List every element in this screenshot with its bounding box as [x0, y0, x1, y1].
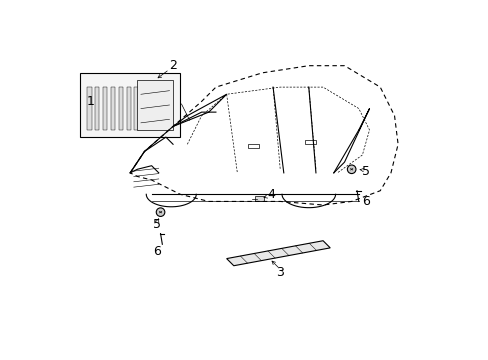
- Text: 1: 1: [87, 95, 95, 108]
- Bar: [126, 87, 131, 130]
- Bar: [255, 196, 264, 202]
- Bar: [134, 87, 139, 130]
- Bar: [95, 87, 99, 130]
- Text: 4: 4: [267, 188, 275, 201]
- Text: 5: 5: [153, 218, 161, 231]
- Bar: [137, 80, 173, 130]
- Polygon shape: [226, 241, 329, 266]
- Bar: [111, 87, 115, 130]
- Text: 2: 2: [169, 59, 177, 72]
- Bar: [87, 87, 91, 130]
- Text: 5: 5: [361, 165, 369, 177]
- Text: 3: 3: [276, 266, 284, 279]
- Text: 6: 6: [153, 245, 161, 258]
- Bar: [80, 73, 180, 137]
- Bar: [305, 140, 315, 144]
- Bar: [119, 87, 123, 130]
- Bar: [247, 144, 258, 148]
- Bar: [103, 87, 107, 130]
- Text: 6: 6: [361, 195, 369, 208]
- Circle shape: [346, 165, 355, 174]
- Circle shape: [156, 208, 164, 216]
